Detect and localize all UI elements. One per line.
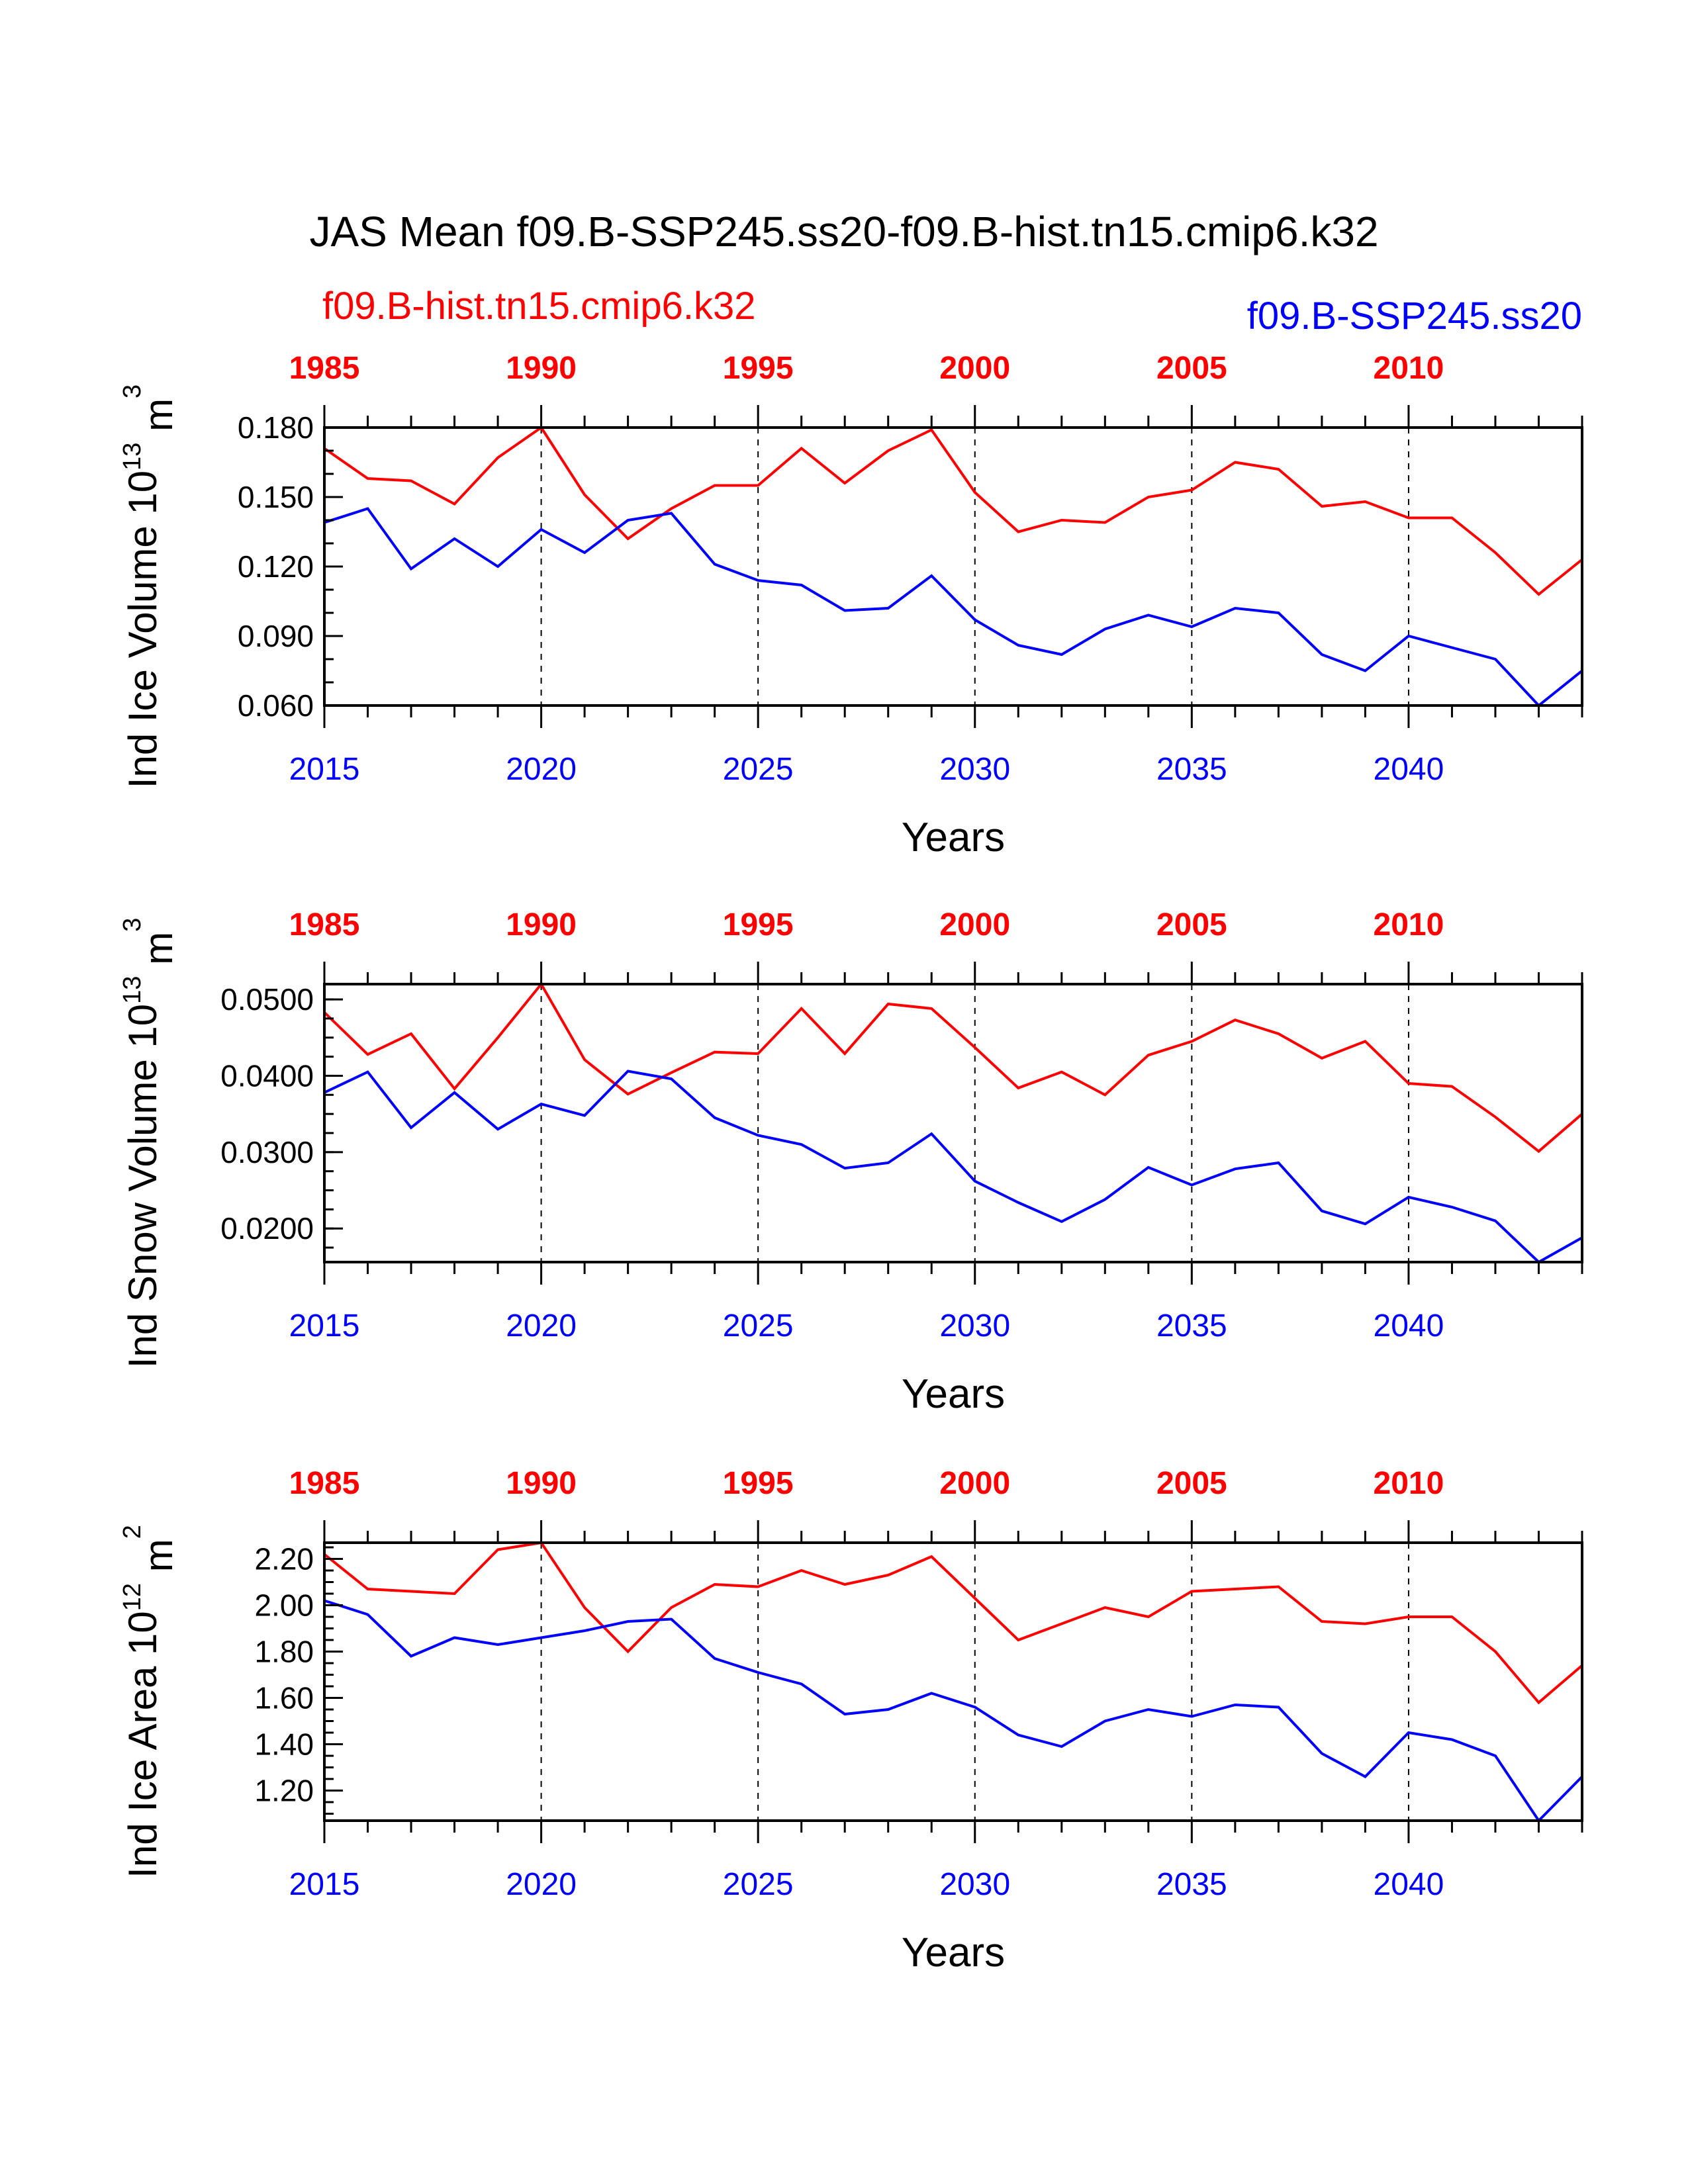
- series-line-ssp: [324, 1599, 1583, 1823]
- y-axis-label-text: Ind Snow Volume 10: [120, 1004, 165, 1368]
- y-axis-label: Ind Ice Volume 1013 m3: [118, 385, 181, 788]
- x-tick-label: 2040: [1374, 1308, 1444, 1343]
- top-x-tick-label: 1990: [506, 351, 577, 386]
- series-line-hist: [323, 981, 1583, 1154]
- y-tick-label: 0.090: [238, 619, 314, 653]
- series-line-hist: [323, 1541, 1583, 1705]
- y-axis-label-superscript: 2: [118, 1525, 146, 1539]
- plot-frame: [323, 1541, 1583, 1822]
- x-tick-label: 2020: [506, 1308, 577, 1343]
- top-x-tick-label: 2000: [939, 351, 1010, 386]
- y-tick-label: 2.20: [254, 1542, 314, 1576]
- y-tick-label: 2.00: [254, 1588, 314, 1623]
- x-tick-label: 2040: [1374, 1867, 1444, 1902]
- y-axis-label: Ind Snow Volume 1013 m3: [118, 918, 181, 1368]
- chart-panel-3: 2015 2020 2025 2030 2035 2040 1985 1990 1995 2000…: [118, 1466, 1583, 1976]
- y-axis-label-superscript: 13: [118, 976, 146, 1004]
- x-tick-label: 2015: [289, 752, 360, 787]
- y-tick-label: 1.20: [254, 1774, 314, 1808]
- plot-frame: [323, 983, 1583, 1263]
- x-tick-label: 2025: [723, 1867, 794, 1902]
- y-axis-label-text: m: [136, 1539, 181, 1583]
- y-axis-label-superscript: 12: [118, 1583, 146, 1611]
- y-axis-label-superscript: 3: [118, 918, 146, 932]
- top-x-tick-label: 2005: [1156, 351, 1227, 386]
- figure-title: JAS Mean f09.B-SSP245.ss20-f09.B-hist.tn…: [309, 208, 1378, 255]
- top-x-tick-label: 2000: [939, 907, 1010, 942]
- chart-panel-1: 2015 2020 2025 2030 2035 2040 1985 1990 1995 2000…: [118, 351, 1583, 860]
- y-tick-label: 0.0400: [220, 1058, 314, 1093]
- x-tick-label: 2020: [506, 1867, 577, 1902]
- y-axis-label-superscript: 13: [118, 443, 146, 471]
- x-tick-label: 2030: [939, 1867, 1010, 1902]
- x-axis-label: Years: [902, 1930, 1005, 1976]
- chart-panel-2: 2015 2020 2025 2030 2035 2040 1985 1990 1995 2000…: [118, 907, 1583, 1417]
- y-axis-label: Ind Ice Area 1012 m2: [118, 1525, 181, 1878]
- y-tick-label: 0.120: [238, 549, 314, 584]
- x-tick-label: 2025: [723, 752, 794, 787]
- series-line-ssp: [324, 1069, 1583, 1264]
- top-x-tick-label: 1995: [723, 1466, 794, 1501]
- y-axis-label-text: Ind Ice Area 10: [120, 1611, 165, 1878]
- y-tick-label: 0.150: [238, 480, 314, 514]
- y-axis-label-text: m: [136, 932, 181, 976]
- x-axis-label: Years: [902, 815, 1005, 860]
- top-x-tick-label: 1985: [289, 907, 360, 942]
- x-axis-label: Years: [902, 1371, 1005, 1417]
- top-x-tick-label: 2010: [1374, 351, 1444, 386]
- top-x-tick-label: 2010: [1374, 907, 1444, 942]
- x-tick-label: 2040: [1374, 752, 1444, 787]
- y-tick-label: 0.0300: [220, 1135, 314, 1169]
- y-axis-label-text: m: [136, 398, 181, 443]
- y-tick-label: 0.0500: [220, 982, 314, 1017]
- top-x-tick-label: 2005: [1156, 1466, 1227, 1501]
- top-x-tick-label: 2005: [1156, 907, 1227, 942]
- top-x-tick-label: 1985: [289, 1466, 360, 1501]
- y-axis-label-text: Ind Ice Volume 10: [120, 471, 165, 788]
- top-x-tick-label: 2000: [939, 1466, 1010, 1501]
- series-line-hist: [323, 426, 1583, 596]
- y-tick-label: 1.40: [254, 1727, 314, 1762]
- y-tick-label: 0.180: [238, 410, 314, 445]
- series-line-ssp: [324, 507, 1583, 707]
- x-tick-label: 2015: [289, 1308, 360, 1343]
- x-tick-label: 2030: [939, 752, 1010, 787]
- hist-run-label: f09.B-hist.tn15.cmip6.k32: [322, 285, 755, 328]
- x-tick-label: 2035: [1156, 752, 1227, 787]
- ssp-run-label: f09.B-SSP245.ss20: [1247, 295, 1582, 338]
- top-x-tick-label: 1990: [506, 907, 577, 942]
- top-x-tick-label: 2010: [1374, 1466, 1444, 1501]
- x-tick-label: 2025: [723, 1308, 794, 1343]
- y-tick-label: 0.060: [238, 688, 314, 723]
- y-axis-label-superscript: 3: [118, 385, 146, 398]
- top-x-tick-label: 1995: [723, 351, 794, 386]
- top-x-tick-label: 1995: [723, 907, 794, 942]
- top-x-tick-label: 1990: [506, 1466, 577, 1501]
- x-tick-label: 2035: [1156, 1308, 1227, 1343]
- plot-frame: [323, 426, 1583, 707]
- x-tick-label: 2030: [939, 1308, 1010, 1343]
- top-x-tick-label: 1985: [289, 351, 360, 386]
- y-tick-label: 1.60: [254, 1681, 314, 1715]
- x-tick-label: 2035: [1156, 1867, 1227, 1902]
- y-tick-label: 1.80: [254, 1635, 314, 1669]
- y-tick-label: 0.0200: [220, 1211, 314, 1246]
- x-tick-label: 2015: [289, 1867, 360, 1902]
- x-tick-label: 2020: [506, 752, 577, 787]
